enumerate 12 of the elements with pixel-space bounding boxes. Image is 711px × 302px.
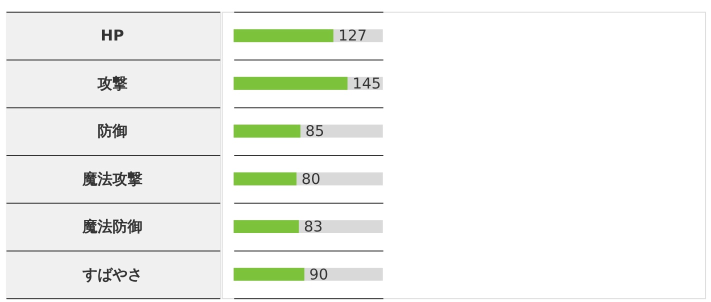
y-tick-label: 防御 bbox=[97, 122, 128, 140]
data-label: 90 bbox=[309, 265, 328, 284]
data-label: 85 bbox=[305, 122, 324, 140]
y-tick-label: すばやさ bbox=[81, 265, 142, 284]
y-tick-label: 攻撃 bbox=[96, 74, 128, 92]
y-tick-label: HP bbox=[100, 26, 124, 45]
data-label: 83 bbox=[304, 218, 323, 236]
data-label: 127 bbox=[338, 26, 367, 45]
data-label: 145 bbox=[352, 74, 381, 92]
y-tick-label: 魔法防御 bbox=[81, 218, 142, 236]
data-label: 80 bbox=[301, 170, 320, 188]
y-tick-label: 魔法攻撃 bbox=[81, 170, 142, 188]
